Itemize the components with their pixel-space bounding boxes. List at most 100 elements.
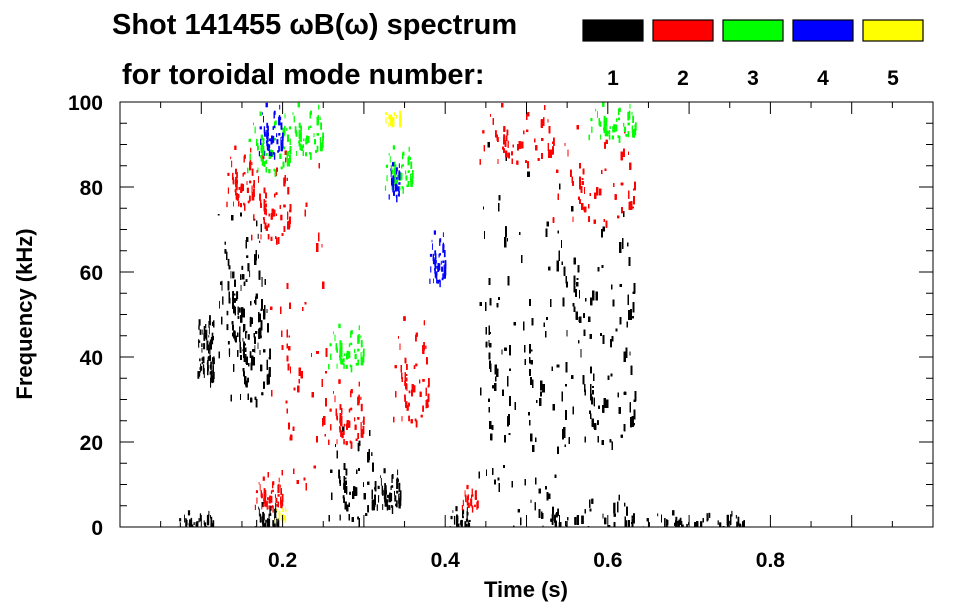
spectral-mark <box>247 377 249 383</box>
spectral-mark <box>229 350 230 357</box>
spectral-mark <box>372 499 375 511</box>
spectral-mark <box>252 357 255 366</box>
spectral-mark <box>466 511 468 522</box>
spectral-mark <box>358 440 361 446</box>
spectral-mark <box>258 328 260 339</box>
spectral-mark <box>252 349 255 352</box>
spectral-mark <box>262 517 264 524</box>
spectral-mark <box>201 343 203 347</box>
spectral-mark <box>191 524 194 527</box>
spectral-mark <box>335 444 336 447</box>
spectral-mark <box>489 298 492 306</box>
spectral-mark <box>202 364 205 375</box>
spectral-mark <box>258 506 259 510</box>
spectral-mark <box>575 311 578 320</box>
spectral-mark <box>524 345 526 353</box>
spectral-mark <box>203 520 205 525</box>
spectral-mark <box>208 335 210 338</box>
spectral-mark <box>489 360 491 369</box>
spectral-mark <box>504 435 506 443</box>
spectral-mark <box>268 513 270 518</box>
spectral-mark <box>489 343 492 348</box>
spectral-mark <box>508 433 511 435</box>
spectral-mark <box>209 341 211 348</box>
spectral-mark <box>228 265 231 270</box>
spectral-mark <box>509 368 511 371</box>
spectral-mark <box>188 522 191 526</box>
spectral-mark <box>456 515 459 523</box>
spectral-mark <box>237 306 239 315</box>
spectral-mark <box>615 328 618 332</box>
spectral-mark <box>233 305 235 314</box>
spectral-mark <box>260 223 262 233</box>
spectral-mark <box>563 427 566 438</box>
spectral-mark <box>372 462 374 472</box>
spectral-mark <box>267 323 269 333</box>
spectral-mark <box>260 308 263 311</box>
spectral-mark <box>492 385 494 389</box>
plot-area <box>120 102 933 527</box>
spectral-mark <box>508 414 510 425</box>
spectral-mark <box>453 515 456 525</box>
spectral-mark <box>236 291 239 299</box>
spectral-mark <box>239 332 241 342</box>
spectral-mark <box>385 492 387 501</box>
spectral-mark <box>357 443 360 452</box>
spectral-mark <box>226 251 228 260</box>
spectral-mark <box>630 309 632 320</box>
spectral-mark <box>242 368 245 372</box>
spectral-mark <box>602 335 605 344</box>
spectral-mark <box>562 297 565 307</box>
spectral-mark <box>492 468 494 475</box>
spectral-mark <box>230 271 232 279</box>
spectral-mark <box>210 516 213 526</box>
spectral-mark <box>251 360 253 365</box>
spectral-mark <box>505 226 507 237</box>
spectral-mark <box>242 337 244 342</box>
spectral-mark <box>507 416 509 427</box>
spectral-mark <box>258 254 259 259</box>
spectral-mark <box>398 482 401 492</box>
spectral-mark <box>527 171 530 177</box>
spectral-mark <box>346 505 348 510</box>
spectral-mark <box>384 490 387 495</box>
spectral-mark <box>485 327 487 335</box>
spectral-mark <box>258 317 261 319</box>
spectral-mark <box>250 362 253 371</box>
spectral-mark <box>195 522 198 527</box>
spectral-mark <box>556 364 560 368</box>
spectral-mark <box>260 320 263 331</box>
spectral-mark <box>485 302 487 311</box>
spectral-mark <box>566 281 568 288</box>
spectral-mark <box>261 299 263 310</box>
spectral-mark <box>601 229 603 238</box>
spectral-mark <box>233 293 236 296</box>
spectral-mark <box>557 446 559 454</box>
spectral-mark <box>535 437 537 442</box>
spectral-mark <box>540 391 542 397</box>
spectral-mark <box>358 468 360 471</box>
spectral-mark <box>382 490 384 496</box>
spectral-mark <box>363 493 366 500</box>
spectral-mark <box>371 452 373 456</box>
spectral-mark <box>514 402 516 410</box>
spectral-mark <box>245 279 248 282</box>
mode-1-region-10 <box>545 206 636 344</box>
spectral-mark <box>234 336 236 342</box>
spectral-mark <box>573 306 576 312</box>
spectral-mark <box>266 519 269 527</box>
spectral-mark <box>277 518 280 521</box>
spectral-mark <box>204 329 207 339</box>
mode-1-region-4 <box>254 502 280 527</box>
spectral-mark <box>399 490 402 501</box>
spectral-mark <box>224 249 227 254</box>
spectral-mark <box>367 481 370 485</box>
spectral-mark <box>241 312 243 318</box>
spectral-mark <box>263 309 266 320</box>
spectral-mark <box>259 327 262 339</box>
spectral-mark <box>498 297 500 300</box>
spectral-mark <box>336 450 338 459</box>
spectral-mark <box>529 369 531 376</box>
legend-label-5: 5 <box>887 67 899 90</box>
spectral-mark <box>577 265 580 273</box>
